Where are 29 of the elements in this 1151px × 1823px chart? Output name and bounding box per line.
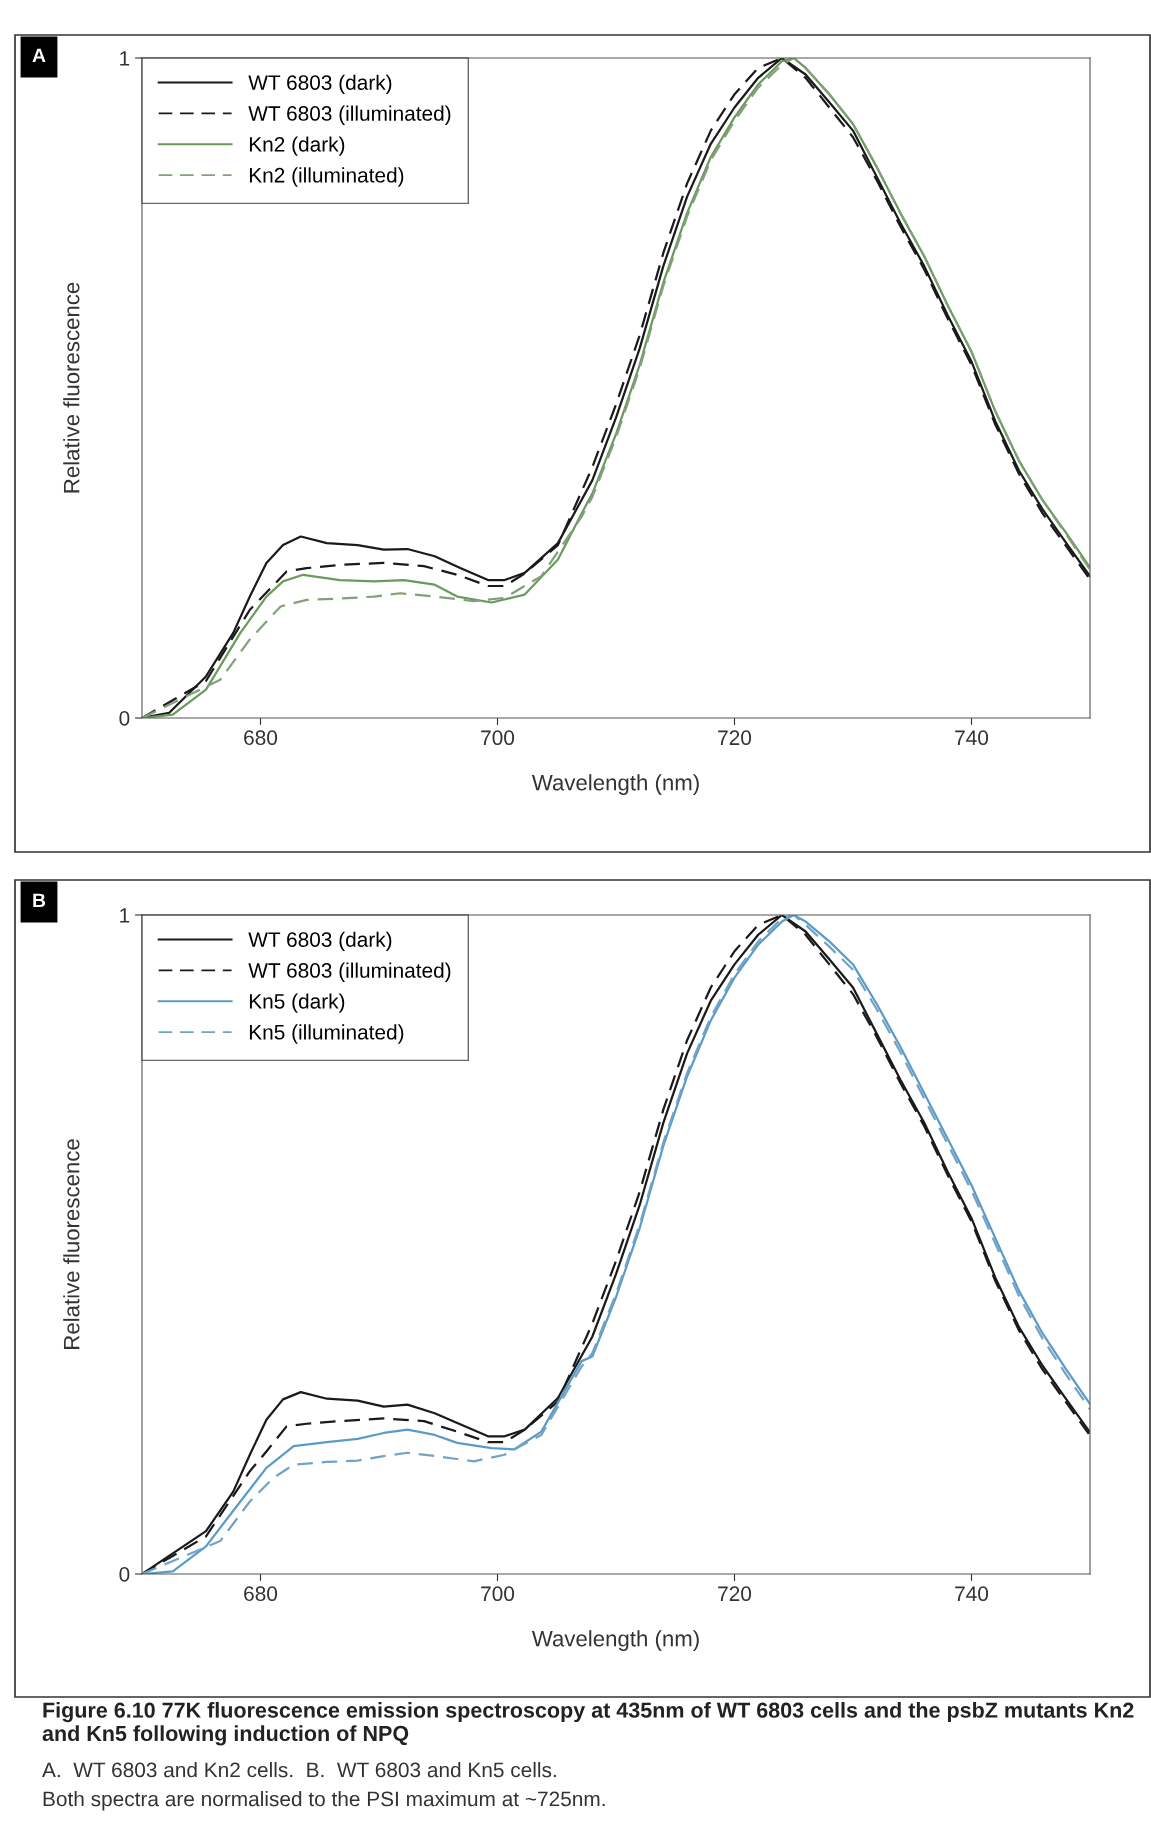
y-tick-label: 1 xyxy=(120,908,130,923)
x-tick-label: 680 xyxy=(244,1586,278,1602)
caption: Figure 6.10 77K fluorescence emission spectroscopy at 435nm of WT 6803 cells and the psbZ mutants Kn2 and Kn5 following induction of NPQ xyxy=(42,1702,1134,1746)
x-tick-label: 700 xyxy=(481,730,515,746)
legend-label: Kn5 (illuminated) xyxy=(249,1024,404,1044)
x-tick-label: 740 xyxy=(955,1586,989,1602)
legend-label: WT 6803 (illuminated) xyxy=(248,105,451,125)
x-axis-title: Wavelength (nm) xyxy=(531,774,699,795)
x-tick-label: 720 xyxy=(718,730,752,746)
x-tick-label: 720 xyxy=(718,1586,752,1602)
legend-label: Kn2 (illuminated) xyxy=(249,167,404,187)
y-tick-label: 1 xyxy=(120,51,130,66)
text: B xyxy=(33,893,46,908)
y-axis-title: Relative fluorescence xyxy=(63,1139,80,1349)
y-tick-label: 0 xyxy=(119,1567,130,1582)
legend-label: WT 6803 (illuminated) xyxy=(248,962,451,982)
x-tick-label: 740 xyxy=(955,730,989,746)
y-tick-label: 0 xyxy=(119,711,130,726)
legend-label: WT 6803 (dark) xyxy=(248,931,392,952)
text: A xyxy=(32,48,46,63)
y-axis-title: Relative fluorescence xyxy=(63,282,80,493)
text: Both spectra are normalised to the PSI maximum at ~725nm. xyxy=(43,1791,605,1811)
legend-label: Kn2 (dark) xyxy=(249,136,345,156)
legend-label: Kn5 (dark) xyxy=(249,993,345,1013)
x-tick-label: 700 xyxy=(481,1586,515,1602)
legend-label: WT 6803 (dark) xyxy=(248,74,392,95)
x-tick-label: 680 xyxy=(244,730,278,746)
text: A. WT 6803 and Kn2 cells. B. WT 6803 and Kn5 cells. xyxy=(42,1762,556,1778)
x-axis-title: Wavelength (nm) xyxy=(531,1630,699,1651)
